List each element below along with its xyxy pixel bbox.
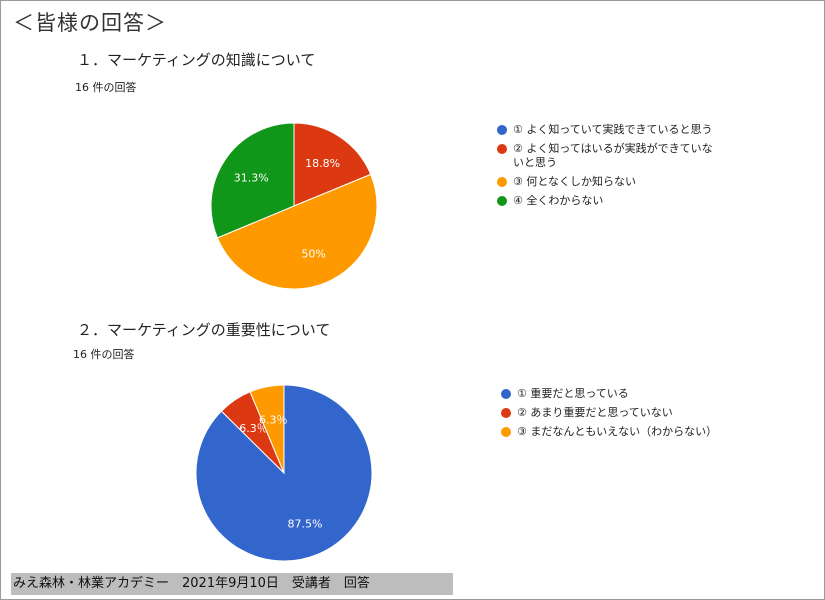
chart1-pie: 18.8% 50% 31.3% bbox=[210, 122, 378, 290]
legend-label: ② よく知ってはいるが実践ができていないと思う bbox=[513, 142, 713, 169]
chart2-data-label-3: 6.3％ bbox=[259, 414, 288, 427]
legend-swatch bbox=[501, 389, 511, 399]
legend-label: ① 重要だと思っている bbox=[517, 387, 629, 400]
chart1-data-label-2: 18.8% bbox=[305, 157, 340, 170]
chart2-legend-item-2: ② あまり重要だと思っていない bbox=[501, 406, 726, 420]
chart1-legend-item-3: ③ 何となくしか知らない bbox=[497, 175, 722, 189]
chart1-legend: ① よく知っていて実践できていると思う ② よく知ってはいるが実践ができていないと… bbox=[497, 123, 722, 213]
legend-label: ② あまり重要だと思っていない bbox=[517, 406, 673, 419]
chart1-slice-3 bbox=[216, 173, 378, 290]
legend-label: ④ 全くわからない bbox=[513, 194, 604, 207]
chart1-slice-2 bbox=[293, 122, 372, 207]
chart2-slice-1 bbox=[195, 384, 373, 562]
footer-caption: みえ森林・林業アカデミー 2021年9月10日 受講者 回答 bbox=[11, 573, 453, 595]
chart2-legend-item-1: ① 重要だと思っている bbox=[501, 387, 726, 401]
legend-swatch bbox=[501, 427, 511, 437]
chart1-data-label-4: 31.3% bbox=[234, 171, 269, 184]
legend-label: ③ まだなんともいえない（わからない） bbox=[517, 425, 718, 438]
legend-label: ③ 何となくしか知らない bbox=[513, 175, 637, 188]
chart1-legend-item-1: ① よく知っていて実践できていると思う bbox=[497, 123, 722, 137]
chart2-data-label-1: 87.5% bbox=[288, 517, 323, 530]
slide-title: ＜皆様の回答＞ bbox=[13, 11, 167, 35]
chart2-legend: ① 重要だと思っている ② あまり重要だと思っていない ③ まだなんともいえない（わ… bbox=[501, 387, 726, 444]
legend-swatch bbox=[497, 177, 507, 187]
legend-swatch bbox=[497, 125, 507, 135]
chart2-title: ２．マーケティングの重要性について bbox=[77, 321, 331, 339]
legend-label: ① よく知っていて実践できていると思う bbox=[513, 123, 713, 136]
chart2-slice-3 bbox=[249, 384, 285, 474]
legend-swatch bbox=[497, 144, 507, 154]
chart1-legend-item-4: ④ 全くわからない bbox=[497, 194, 722, 208]
chart1-legend-item-2: ② よく知ってはいるが実践ができていないと思う bbox=[497, 142, 722, 170]
legend-swatch bbox=[497, 196, 507, 206]
chart1-response-count: 16 件の回答 bbox=[75, 81, 137, 94]
chart2-response-count: 16 件の回答 bbox=[73, 348, 135, 361]
chart2-pie: 87.5% 6.3％6.3％ bbox=[195, 384, 373, 562]
chart1-title: １．マーケティングの知識について bbox=[77, 51, 316, 69]
legend-swatch bbox=[501, 408, 511, 418]
chart2-data-label-2: 6.3％ bbox=[239, 422, 268, 435]
chart1-data-label-3: 50% bbox=[301, 248, 325, 261]
chart1-slice-4 bbox=[210, 122, 295, 239]
chart2-legend-item-3: ③ まだなんともいえない（わからない） bbox=[501, 425, 726, 439]
